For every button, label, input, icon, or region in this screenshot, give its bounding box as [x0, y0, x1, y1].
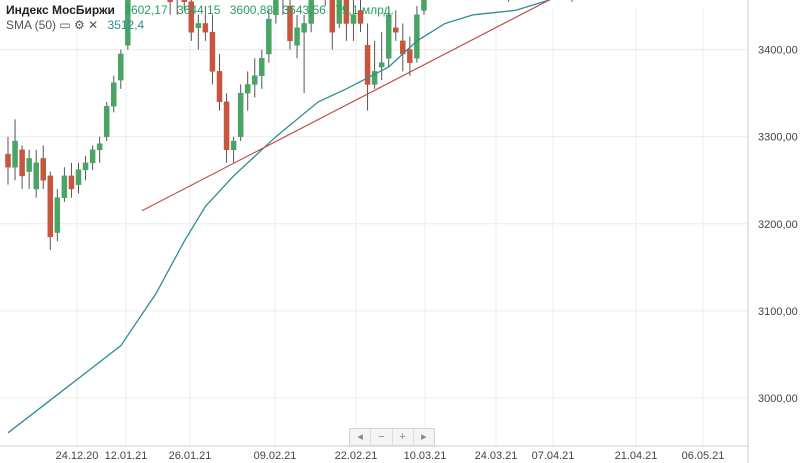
candle-down	[364, 44, 371, 85]
zoom-out-button[interactable]: −	[371, 429, 393, 445]
candle-up	[294, 27, 300, 46]
high-value: 3644,15	[177, 3, 221, 17]
candle-down	[407, 49, 413, 63]
volume-value: 79,1 млрд.	[335, 3, 394, 17]
sma-label: SMA (50)	[6, 18, 57, 32]
sma-value: 3512,4	[107, 18, 145, 32]
candle-down	[357, 10, 364, 24]
candle-down	[209, 31, 216, 72]
instrument-title: Индекс МосБиржи	[6, 3, 115, 17]
candle-up	[96, 143, 103, 151]
candle-down	[223, 101, 230, 151]
candle-up	[252, 75, 258, 85]
candle-down	[216, 71, 223, 103]
candle-up	[414, 14, 420, 59]
candle-up	[118, 53, 124, 81]
candle-down	[188, 1, 195, 33]
candle-down	[329, 0, 336, 33]
lower-trendline	[141, 0, 551, 212]
x-tick-label: 21.04.21	[615, 450, 658, 462]
candle-up	[308, 0, 314, 24]
x-tick-label: 10.03.21	[404, 450, 447, 462]
y-tick-label: 3300,00	[758, 132, 798, 144]
close-value: 3643,56	[282, 3, 326, 17]
zoom-in-button[interactable]: +	[393, 429, 414, 445]
scroll-right-button[interactable]: ▸	[421, 431, 427, 443]
candle-down	[19, 149, 25, 177]
candle-up	[111, 82, 117, 107]
x-tick-label: 24.03.21	[475, 450, 518, 462]
candle-down	[167, 0, 173, 2]
y-tick-label: 3200,00	[758, 219, 798, 231]
candle-down	[40, 158, 46, 181]
candle-down	[181, 0, 187, 2]
y-tick-label: 3400,00	[758, 45, 798, 57]
candle-up	[244, 84, 251, 94]
candle-up	[421, 0, 427, 11]
candle-up	[89, 149, 96, 164]
candle-up	[26, 158, 32, 172]
candle-up	[385, 14, 392, 59]
x-tick-label: 26.01.21	[169, 450, 212, 462]
candle-up	[371, 71, 378, 85]
open-value: 3602,17	[124, 3, 168, 17]
candle-down	[5, 153, 11, 168]
candle-up	[12, 140, 18, 168]
scroll-left-button[interactable]: ◂	[350, 429, 372, 445]
candle-down	[287, 5, 293, 42]
candle-up	[301, 23, 307, 33]
candle-down	[393, 27, 399, 33]
chart-navigator: ◂ − + ▸	[349, 428, 435, 446]
x-tick-label: 12.01.21	[105, 450, 148, 462]
y-tick-label: 3000,00	[758, 393, 798, 405]
candle-down	[343, 0, 350, 24]
y-tick-label: 3100,00	[758, 306, 798, 318]
candle-down	[47, 175, 54, 238]
low-value: 3600,88	[229, 3, 274, 17]
x-tick-label: 22.02.21	[335, 450, 378, 462]
candle-up	[103, 105, 110, 137]
sma-settings-icon[interactable]: ▭ ⚙ ✕	[59, 18, 99, 32]
candle-up	[273, 0, 279, 16]
sma-line	[7, 0, 552, 434]
candle-down	[202, 23, 209, 33]
candle-up	[266, 18, 272, 55]
x-tick-label: 09.02.21	[254, 450, 297, 462]
candle-up	[195, 23, 202, 29]
candle-up	[230, 140, 237, 151]
candle-up	[237, 92, 244, 137]
candle-up	[259, 58, 265, 76]
candle-up	[350, 14, 357, 24]
candle-up	[82, 162, 89, 171]
candle-up	[54, 197, 61, 233]
candle-up	[33, 162, 39, 190]
x-tick-label: 06.05.21	[682, 450, 725, 462]
x-tick-label: 07.04.21	[532, 450, 575, 462]
chart-legend: Индекс МосБиржи 3602,17 3644,15 3600,88 …	[6, 3, 400, 33]
candle-up	[125, 0, 131, 46]
candle-up	[61, 175, 68, 198]
candle-up	[336, 0, 343, 24]
candle-up	[378, 62, 385, 68]
candle-up	[75, 169, 82, 185]
candle-down	[68, 175, 75, 190]
x-tick-label: 24.12.20	[56, 450, 99, 462]
